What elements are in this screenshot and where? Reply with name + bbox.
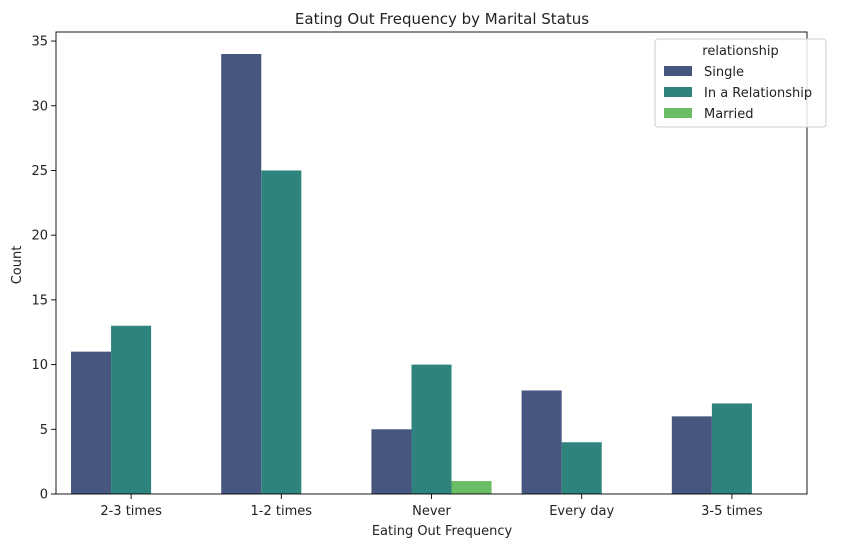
y-tick-label: 25 [31,164,48,179]
legend-entry: Married [704,107,754,122]
legend: relationship Single In a Relationship Marri… [654,38,827,128]
bar-married-never [451,481,492,494]
legend-entry: Single [704,65,744,80]
bar-in-a-relationship-never [411,364,452,494]
legend-box [654,38,827,128]
x-tick-label: 3-5 times [701,504,763,519]
bar-single-every-day [521,390,562,494]
x-axis-label: Eating Out Frequency [372,524,513,539]
x-tick-label: 2-3 times [100,504,162,519]
bar-in-a-relationship-3-5-times [711,403,752,494]
legend-entry: In a Relationship [704,86,812,101]
bar-in-a-relationship-1-2-times [261,170,302,494]
chart-title: Eating Out Frequency by Marital Status [295,10,589,28]
legend-swatch [664,66,692,76]
y-tick-label: 15 [31,293,48,308]
bar-in-a-relationship-2-3-times [111,325,152,494]
bar-single-1-2-times [221,54,262,494]
legend-swatch [664,108,692,118]
x-tick-label: 1-2 times [251,504,313,519]
plot-area: 0 5 10 15 20 25 30 35 2-3 times 1-2 times Never Eve… [31,31,808,519]
bar-in-a-relationship-every-day [561,442,602,494]
y-tick-label: 0 [40,488,48,503]
bar-single-2-3-times [71,351,112,494]
x-tick-label: Every day [549,504,614,519]
y-axis-label: Count [10,246,25,285]
y-tick-label: 5 [40,423,48,438]
y-tick-label: 35 [31,35,48,50]
y-tick-label: 10 [31,358,48,373]
bar-single-3-5-times [671,416,712,494]
y-tick-label: 20 [31,229,48,244]
legend-title: relationship [702,44,778,59]
y-tick-label: 30 [31,99,48,114]
bar-single-never [371,429,412,494]
x-tick-label: Never [412,504,451,519]
legend-swatch [664,87,692,97]
